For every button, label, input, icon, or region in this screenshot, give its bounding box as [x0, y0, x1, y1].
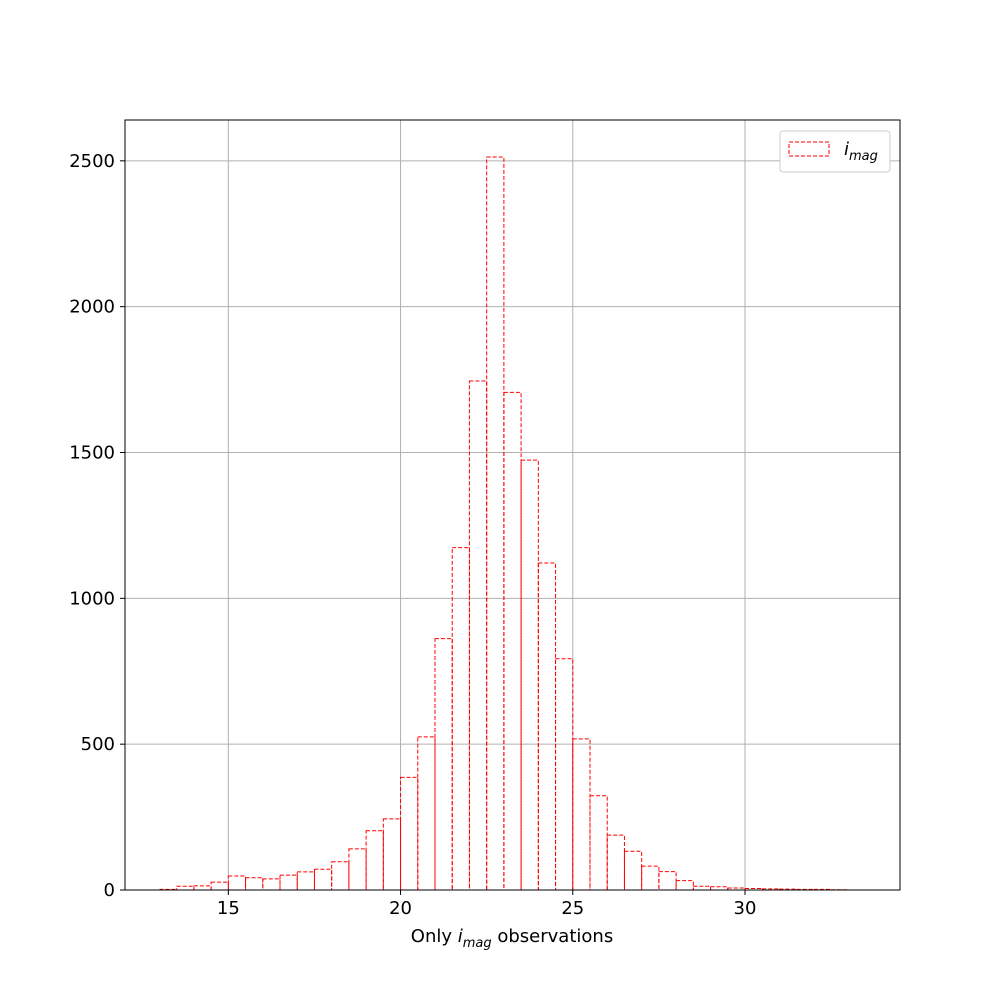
x-axis-label-suffix: observations: [492, 926, 614, 947]
x-tick-label: 15: [217, 898, 240, 919]
legend-box: [779, 130, 891, 173]
x-axis-label: Only imag observations: [411, 926, 613, 951]
histogram-bar: [279, 874, 298, 891]
legend: imag: [779, 130, 891, 173]
x-axis-label-subscript: mag: [463, 936, 492, 951]
y-tick-label: 1500: [69, 443, 115, 464]
x-axis-label-variable: i: [458, 926, 463, 947]
y-tick-label: 2500: [69, 151, 115, 172]
y-tick-label: 500: [81, 734, 115, 755]
histogram-bar: [623, 850, 643, 891]
legend-label: imag: [844, 139, 878, 164]
histogram-bar: [520, 459, 539, 891]
y-tick-label: 2000: [69, 297, 115, 318]
histogram-bar: [176, 885, 195, 891]
y-tick-label: 1000: [69, 588, 115, 609]
x-tick-label: 20: [389, 898, 412, 919]
y-axis-ticks: 0 500 1000 1500 2000 2500: [69, 151, 125, 901]
legend-label-subscript: mag: [849, 149, 878, 164]
y-tick-label: 0: [104, 880, 115, 901]
grid-lines: [125, 120, 900, 891]
histogram-bar: [675, 880, 694, 891]
legend-label-base: i: [844, 139, 849, 160]
x-tick-label: 25: [561, 898, 584, 919]
x-tick-label: 30: [734, 898, 757, 919]
legend-swatch: [788, 141, 830, 157]
x-axis-label-prefix: Only: [411, 926, 458, 947]
plot-area-frame: [124, 119, 901, 891]
x-axis-ticks: 15 20 25 30: [217, 890, 757, 919]
